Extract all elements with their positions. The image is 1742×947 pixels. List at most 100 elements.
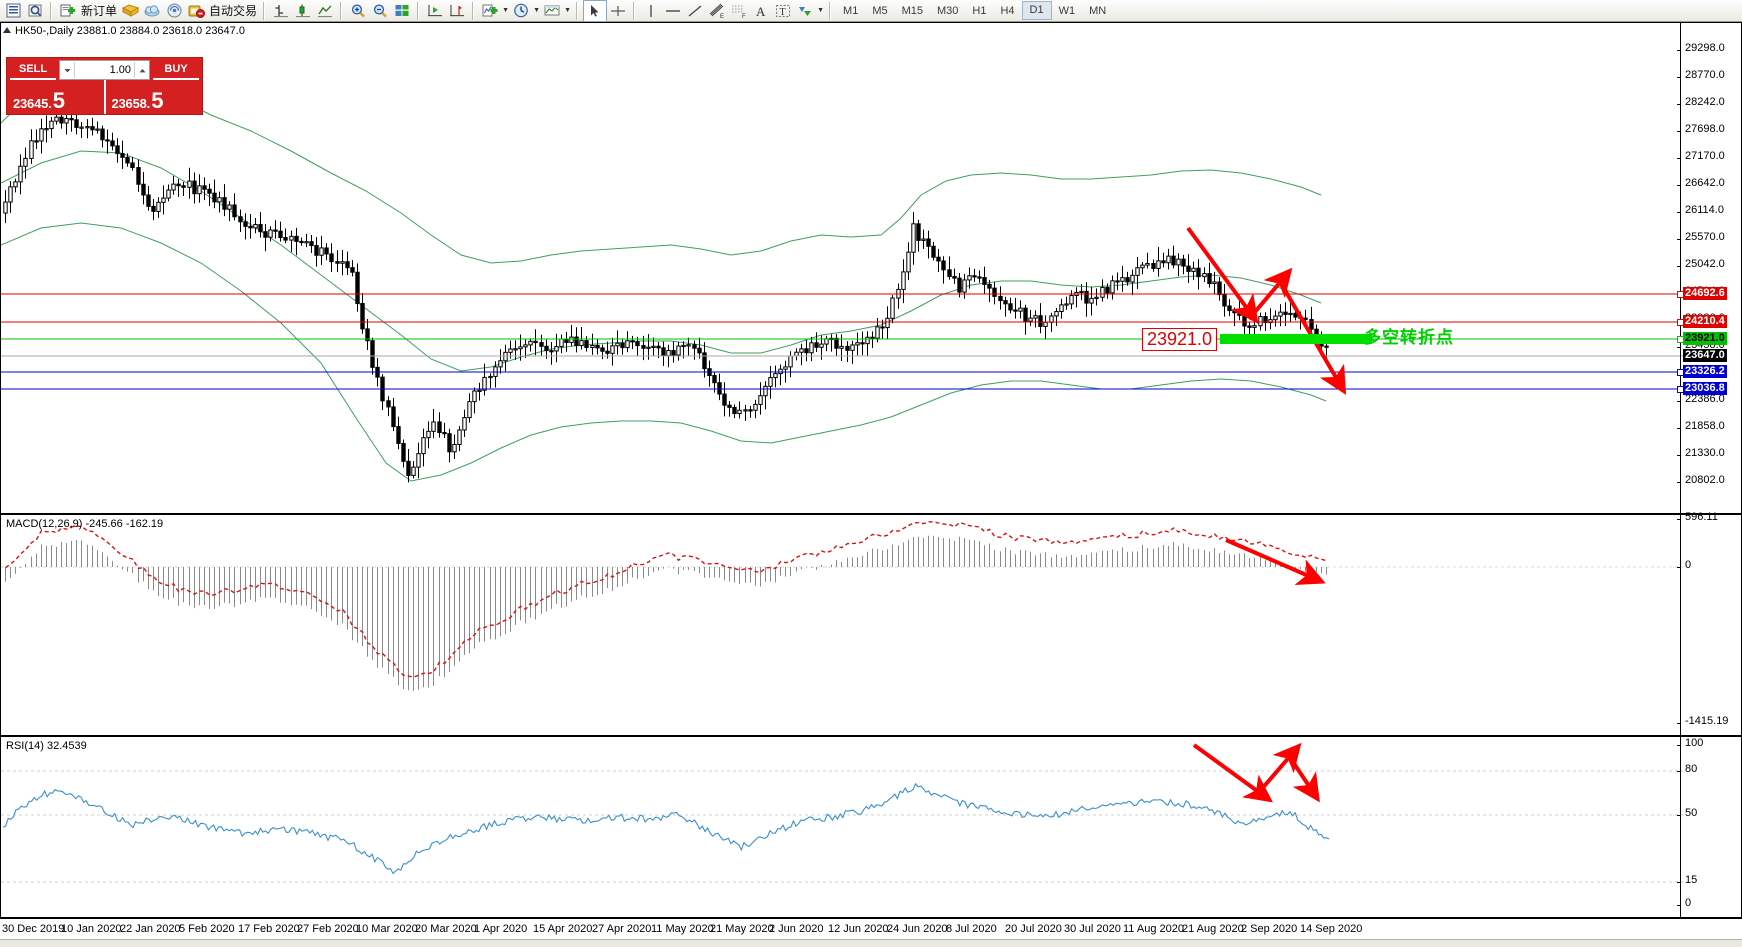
- signals-icon[interactable]: [163, 1, 185, 21]
- rsi-plot[interactable]: [1, 737, 1741, 917]
- shapes-icon[interactable]: [794, 1, 816, 21]
- macd-arrow-annotation[interactable]: [1, 515, 1683, 735]
- equidistant-channel-icon[interactable]: E: [706, 1, 728, 21]
- timeframe-m5[interactable]: M5: [872, 4, 888, 17]
- horizontal-line-icon[interactable]: [662, 1, 684, 21]
- fibonacci-icon[interactable]: F: [728, 1, 750, 21]
- autotrading-label[interactable]: 自动交易: [209, 4, 258, 18]
- text-icon[interactable]: A: [750, 1, 772, 21]
- auto-scroll-icon[interactable]: [424, 1, 446, 21]
- price-plot[interactable]: 23921.0 多空转折点: [1, 23, 1741, 513]
- timeframe-d1[interactable]: D1: [1021, 1, 1052, 20]
- sell-button[interactable]: SELL: [10, 60, 56, 80]
- shapes-dropdown-icon[interactable]: ▼: [817, 7, 824, 14]
- level-handle-24692[interactable]: [1677, 291, 1684, 298]
- level-handle-23921[interactable]: [1677, 336, 1684, 343]
- trend-arrow-annotations[interactable]: [1, 23, 1683, 513]
- volume-value[interactable]: 1.00: [109, 64, 131, 76]
- price-label-24692: 24692.6: [1683, 287, 1727, 300]
- toolbar-separator: [633, 1, 637, 20]
- time-label: 27 Apr 2020: [592, 923, 652, 935]
- price-label-last: 23647.0: [1683, 349, 1727, 362]
- candlestick-chart-icon[interactable]: [292, 1, 314, 21]
- order-panel-top: SELL 1.00 BUY: [7, 58, 202, 80]
- macd-plot[interactable]: [1, 515, 1741, 735]
- timeframe-h4[interactable]: H4: [1000, 4, 1015, 17]
- toolbar-separator: [472, 1, 476, 20]
- pivot-price-label[interactable]: 23921.0: [1142, 328, 1218, 351]
- rsi-pane[interactable]: RSI(14) 32.4539 100 80: [0, 736, 1742, 918]
- sell-price-dot: .: [48, 96, 52, 111]
- price-level-lines: [1, 293, 1683, 390]
- vertical-line-icon[interactable]: [640, 1, 662, 21]
- buy-price-int: 23658: [111, 96, 147, 111]
- line-chart-icon[interactable]: [314, 1, 336, 21]
- buy-price-dot: .: [146, 96, 151, 111]
- one-click-trading-panel[interactable]: SELL 1.00 BUY 23645 . 5: [6, 57, 203, 115]
- sell-price-int: 23645: [13, 96, 49, 111]
- price-pane[interactable]: 23921.0 多空转折点 HK50-,Daily 23881.0 23884.…: [0, 22, 1742, 514]
- volume-down-icon[interactable]: [60, 62, 75, 78]
- macd-pane[interactable]: MACD(12,26,9) -245.66 -162.19 596.11 0 -…: [0, 511, 1742, 736]
- volume-stepper[interactable]: 1.00: [59, 60, 150, 80]
- pivot-highlight-bar: [1220, 334, 1372, 344]
- trendline-icon[interactable]: [684, 1, 706, 21]
- timeframe-m15[interactable]: M15: [901, 4, 923, 17]
- indicators-dropdown-icon[interactable]: ▼: [502, 7, 509, 14]
- templates-dropdown-icon[interactable]: ▼: [564, 7, 571, 14]
- buy-price-frac: 5: [151, 88, 164, 113]
- toolbar-separator: [576, 1, 580, 20]
- level-handle-23326[interactable]: [1677, 369, 1684, 376]
- time-label: 1 Apr 2020: [474, 923, 528, 935]
- timeframe-h1[interactable]: H1: [972, 4, 987, 17]
- chinese-annotation-label[interactable]: 多空转折点: [1364, 328, 1454, 348]
- level-handle-24210[interactable]: [1677, 319, 1684, 326]
- collapse-triangle-icon[interactable]: [3, 27, 11, 33]
- time-label: 20 Jul 2020: [1005, 923, 1062, 935]
- price-label-23921: 23921.0: [1683, 332, 1727, 345]
- autotrading-icon[interactable]: [185, 1, 207, 21]
- templates-icon[interactable]: [541, 1, 563, 21]
- zoom-out-icon[interactable]: [369, 1, 391, 21]
- macd-label: MACD(12,26,9) -245.66 -162.19: [6, 518, 164, 530]
- chart-shift-icon[interactable]: [391, 1, 413, 21]
- toolbar-separator: [50, 1, 53, 20]
- expert-advisor-icon[interactable]: [119, 1, 141, 21]
- cursor-icon[interactable]: [583, 0, 608, 22]
- market-watch-icon[interactable]: [2, 1, 24, 21]
- indicators-icon[interactable]: [479, 1, 501, 21]
- rsi-arrow-annotations[interactable]: [1, 737, 1683, 917]
- time-label: 11 Aug 2020: [1123, 923, 1184, 935]
- buy-button[interactable]: BUY: [153, 60, 199, 80]
- toolbar-separator: [417, 1, 421, 20]
- time-label: 22 Jan 2020: [120, 923, 181, 935]
- bar-chart-icon[interactable]: [270, 1, 292, 21]
- main-toolbar: 新订单 自动交易: [0, 0, 1742, 22]
- text-label-icon[interactable]: T: [772, 1, 794, 21]
- toolbar-separator: [829, 1, 833, 20]
- price-label-23036: 23036.8: [1683, 382, 1727, 395]
- price-label-23326: 23326.2: [1683, 365, 1727, 378]
- new-order-label[interactable]: 新订单: [81, 4, 118, 18]
- periods-icon[interactable]: [510, 1, 532, 21]
- timeframe-m1[interactable]: M1: [843, 4, 859, 17]
- cloud-icon[interactable]: [141, 1, 163, 21]
- new-order-icon[interactable]: [57, 1, 79, 21]
- chart-shift-marker-icon[interactable]: [446, 1, 468, 21]
- crosshair-icon[interactable]: [607, 1, 629, 21]
- sell-price[interactable]: 23645 . 5: [7, 80, 106, 114]
- periods-dropdown-icon[interactable]: ▼: [533, 7, 540, 14]
- level-handle-23036[interactable]: [1677, 386, 1684, 393]
- time-label: 10 Jan 2020: [61, 923, 122, 935]
- time-label: 10 Mar 2020: [356, 923, 418, 935]
- volume-up-icon[interactable]: [134, 62, 149, 78]
- svg-text:A: A: [756, 4, 766, 18]
- timeframe-m30[interactable]: M30: [937, 4, 959, 17]
- buy-price[interactable]: 23658 . 5: [106, 80, 203, 114]
- zoom-in-icon[interactable]: [347, 1, 369, 21]
- price-scale[interactable]: 29298.0 28770.0 28242.0 27698.0 27170.0 26642…: [1677, 23, 1741, 513]
- timeframe-mn[interactable]: MN: [1089, 4, 1107, 17]
- timeframe-w1[interactable]: W1: [1058, 4, 1076, 17]
- data-window-icon[interactable]: [24, 1, 46, 21]
